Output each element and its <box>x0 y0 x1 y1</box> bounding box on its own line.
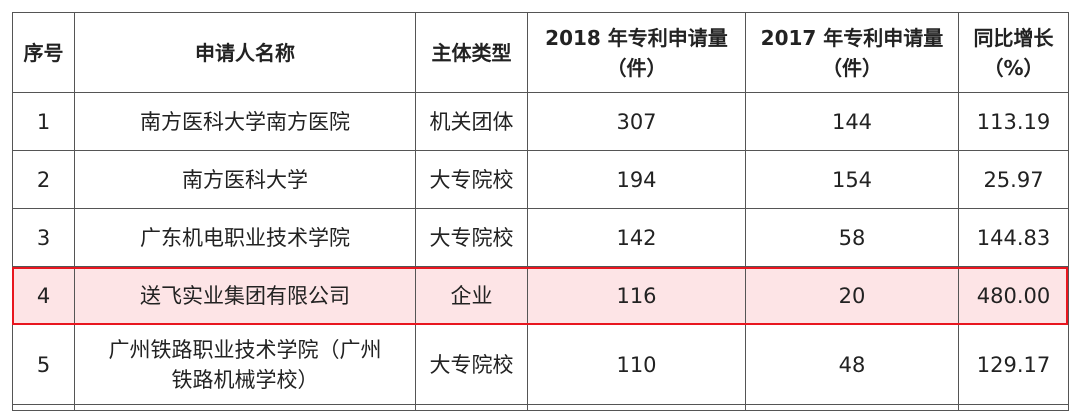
table-row: 2 南方医科大学 大专院校 194 154 25.97 <box>12 150 1069 209</box>
header-type: 主体类型 <box>415 12 528 93</box>
cell-2017: 144 <box>745 92 959 151</box>
cell-2018: 110 <box>527 324 746 405</box>
cell-growth: 144.83 <box>958 208 1069 267</box>
patent-ranking-table: 序号 申请人名称 主体类型 2018 年专利申请量（件） 2017 年专利申请量… <box>12 12 1069 411</box>
cell-no: 3 <box>12 208 75 267</box>
cell-type: 机关团体 <box>415 92 528 151</box>
cell-type: 大专院校 <box>415 324 528 405</box>
cell-growth: 129.17 <box>958 324 1069 405</box>
header-2017: 2017 年专利申请量（件） <box>745 12 959 93</box>
cell-2018: 307 <box>527 92 746 151</box>
header-row: 序号 申请人名称 主体类型 2018 年专利申请量（件） 2017 年专利申请量… <box>12 12 1069 93</box>
cell-2017: 48 <box>745 324 959 405</box>
cell-2017: 20 <box>745 266 959 325</box>
cell-no: 5 <box>12 324 75 405</box>
cell-name: 南方医科大学南方医院 <box>74 92 416 151</box>
cell-name: 广州铁路职业技术学院（广州铁路机械学校） <box>74 324 416 405</box>
cell-2018: 194 <box>527 150 746 209</box>
cell-name: 送飞实业集团有限公司 <box>74 266 416 325</box>
cell-type: 企业 <box>415 266 528 325</box>
table-row: 5 广州铁路职业技术学院（广州铁路机械学校） 大专院校 110 48 129.1… <box>12 324 1069 405</box>
cell-no: 4 <box>12 266 75 325</box>
cell-growth: 480.00 <box>958 266 1069 325</box>
header-name: 申请人名称 <box>74 12 416 93</box>
cell-2018: 116 <box>527 266 746 325</box>
cell-name: 广东机电职业技术学院 <box>74 208 416 267</box>
cell-growth: 25.97 <box>958 150 1069 209</box>
cell-no: 1 <box>12 92 75 151</box>
header-2018: 2018 年专利申请量（件） <box>527 12 746 93</box>
table-row: 1 南方医科大学南方医院 机关团体 307 144 113.19 <box>12 92 1069 151</box>
table-row-highlighted: 4 送飞实业集团有限公司 企业 116 20 480.00 <box>12 266 1069 325</box>
cell-no: 2 <box>12 150 75 209</box>
cell-2018: 142 <box>527 208 746 267</box>
cell-type: 大专院校 <box>415 208 528 267</box>
cell-name: 南方医科大学 <box>74 150 416 209</box>
cell-growth: 113.19 <box>958 92 1069 151</box>
cell-type: 大专院校 <box>415 150 528 209</box>
cell-2017: 58 <box>745 208 959 267</box>
table-row: 3 广东机电职业技术学院 大专院校 142 58 144.83 <box>12 208 1069 267</box>
cell-2017: 154 <box>745 150 959 209</box>
header-no: 序号 <box>12 12 75 93</box>
header-growth: 同比增长（%） <box>958 12 1069 93</box>
